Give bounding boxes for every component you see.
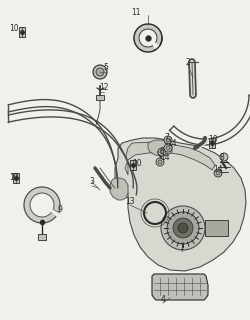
- Polygon shape: [134, 24, 161, 52]
- Text: 11: 11: [131, 7, 140, 17]
- Polygon shape: [24, 187, 60, 223]
- Text: 10: 10: [207, 135, 217, 145]
- Text: 14: 14: [166, 139, 176, 148]
- Text: 7: 7: [164, 133, 169, 142]
- Polygon shape: [124, 142, 214, 175]
- Text: 10: 10: [9, 173, 19, 182]
- Text: 10: 10: [9, 23, 19, 33]
- Circle shape: [157, 148, 165, 156]
- Circle shape: [159, 150, 163, 154]
- Circle shape: [165, 138, 169, 142]
- Polygon shape: [13, 173, 19, 183]
- Text: 14: 14: [212, 165, 222, 174]
- Polygon shape: [19, 27, 25, 37]
- Circle shape: [156, 158, 163, 166]
- Text: 1: 1: [179, 244, 184, 252]
- Polygon shape: [204, 220, 227, 236]
- Circle shape: [93, 65, 106, 79]
- Polygon shape: [148, 140, 171, 156]
- Text: 10: 10: [132, 158, 141, 167]
- Text: 4: 4: [160, 295, 165, 305]
- Text: 8: 8: [219, 154, 224, 163]
- Circle shape: [96, 68, 104, 76]
- Polygon shape: [110, 178, 128, 200]
- Circle shape: [172, 218, 192, 238]
- Circle shape: [163, 136, 171, 144]
- Text: 5: 5: [103, 63, 108, 73]
- Polygon shape: [114, 138, 245, 271]
- Text: 3: 3: [89, 178, 94, 187]
- Circle shape: [215, 171, 219, 175]
- Text: 12: 12: [99, 84, 108, 92]
- Circle shape: [213, 169, 221, 177]
- Circle shape: [165, 146, 169, 150]
- Circle shape: [157, 160, 161, 164]
- Bar: [38, 234, 46, 240]
- Text: 2: 2: [185, 58, 190, 67]
- Circle shape: [163, 144, 171, 152]
- Circle shape: [166, 212, 198, 244]
- Text: 14: 14: [160, 154, 169, 163]
- Text: 6: 6: [159, 148, 164, 156]
- Polygon shape: [130, 160, 136, 170]
- Bar: [96, 95, 104, 100]
- Polygon shape: [208, 138, 214, 148]
- Text: 13: 13: [125, 197, 134, 206]
- Circle shape: [177, 223, 187, 233]
- Circle shape: [219, 153, 227, 161]
- Text: 9: 9: [57, 205, 62, 214]
- Circle shape: [160, 206, 204, 250]
- Polygon shape: [152, 274, 207, 300]
